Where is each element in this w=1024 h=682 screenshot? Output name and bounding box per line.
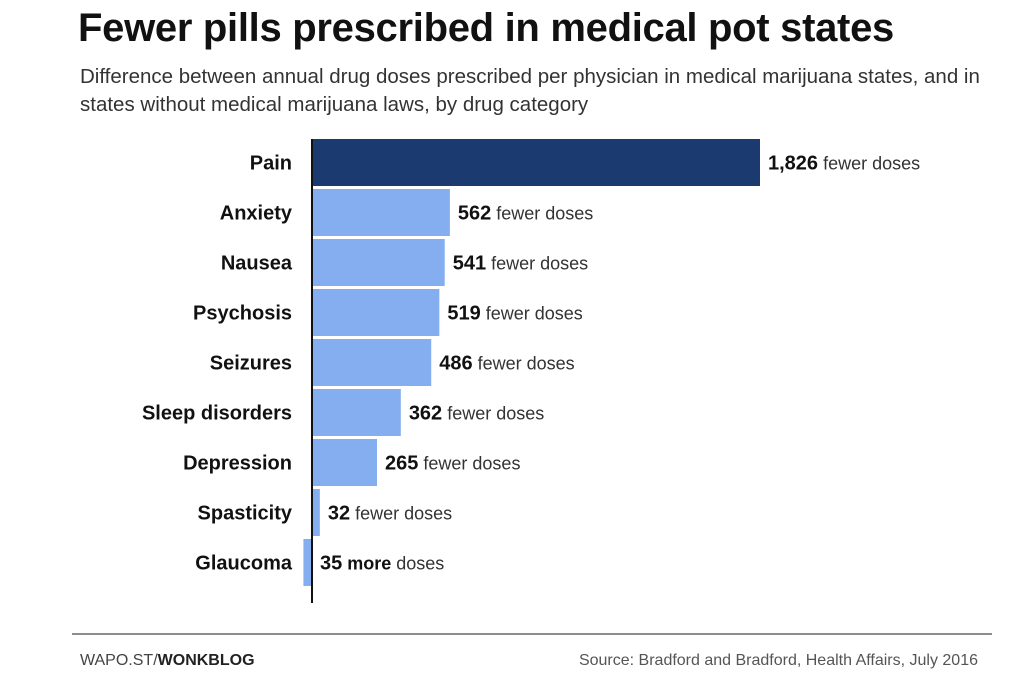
bar-row-glaucoma: Glaucoma 35 more doses [195, 539, 444, 586]
value-label-nausea: 541 fewer doses [453, 253, 588, 275]
bar-psychosis [312, 289, 440, 336]
chart-title: Fewer pills prescribed in medical pot st… [78, 6, 894, 50]
value-label-depression: 265 fewer doses [385, 453, 520, 475]
bar-row-anxiety: Anxiety 562 fewer doses [220, 189, 593, 236]
category-label-nausea: Nausea [221, 253, 293, 275]
credit-line: WAPO.ST/WONKBLOG [80, 652, 255, 670]
value-unit: fewer doses [355, 504, 452, 524]
bar-row-seizures: Seizures 486 fewer doses [210, 339, 575, 386]
value-number: 265 [385, 453, 418, 475]
value-direction: more [347, 554, 391, 574]
bar-sleep-disorders [312, 389, 401, 436]
value-unit: fewer doses [447, 404, 544, 424]
value-number: 32 [328, 503, 350, 525]
category-label-spasticity: Spasticity [198, 503, 293, 525]
value-number: 519 [447, 303, 480, 325]
bar-row-psychosis: Psychosis 519 fewer doses [193, 289, 583, 336]
category-label-pain: Pain [250, 153, 292, 175]
bar-depression [312, 439, 378, 486]
category-label-glaucoma: Glaucoma [195, 553, 293, 575]
bar-row-sleep-disorders: Sleep disorders 362 fewer doses [142, 389, 544, 436]
value-unit: doses [396, 554, 444, 574]
source-note: Source: Bradford and Bradford, Health Af… [578, 652, 978, 669]
category-label-anxiety: Anxiety [220, 203, 293, 225]
value-label-seizures: 486 fewer doses [439, 353, 574, 375]
bar-row-pain: Pain 1,826 fewer doses [250, 139, 920, 186]
category-label-depression: Depression [183, 453, 292, 475]
footer-divider [72, 633, 992, 635]
bar-spasticity [312, 489, 320, 536]
credit-brand: WONKBLOG [157, 652, 255, 669]
value-label-glaucoma: 35 more doses [320, 553, 444, 575]
value-number: 541 [453, 253, 486, 275]
value-unit: fewer doses [491, 254, 588, 274]
bar-nausea [312, 239, 445, 286]
category-label-seizures: Seizures [210, 353, 292, 375]
bar-seizures [312, 339, 432, 386]
value-label-anxiety: 562 fewer doses [458, 203, 593, 225]
value-number: 1,826 [768, 153, 818, 175]
value-label-pain: 1,826 fewer doses [768, 153, 920, 175]
category-label-psychosis: Psychosis [193, 303, 292, 325]
value-label-sleep-disorders: 362 fewer doses [409, 403, 544, 425]
category-label-sleep-disorders: Sleep disorders [142, 403, 292, 425]
value-unit: fewer doses [423, 454, 520, 474]
bar-row-nausea: Nausea 541 fewer doses [221, 239, 588, 286]
value-number: 35 [320, 553, 342, 575]
chart-subtitle: Difference between annual drug doses pre… [80, 65, 980, 116]
value-label-spasticity: 32 fewer doses [328, 503, 452, 525]
value-unit: fewer doses [486, 304, 583, 324]
bar-row-spasticity: Spasticity 32 fewer doses [198, 489, 452, 536]
value-number: 562 [458, 203, 491, 225]
bar-row-depression: Depression 265 fewer doses [183, 439, 520, 486]
value-number: 486 [439, 353, 472, 375]
bar-glaucoma [303, 539, 312, 586]
value-unit: fewer doses [478, 354, 575, 374]
value-unit: fewer doses [823, 154, 920, 174]
bar-anxiety [312, 189, 450, 236]
bar-pain [312, 139, 760, 186]
value-number: 362 [409, 403, 442, 425]
value-label-psychosis: 519 fewer doses [447, 303, 582, 325]
credit-prefix: WAPO.ST/ [80, 652, 158, 669]
value-unit: fewer doses [496, 204, 593, 224]
